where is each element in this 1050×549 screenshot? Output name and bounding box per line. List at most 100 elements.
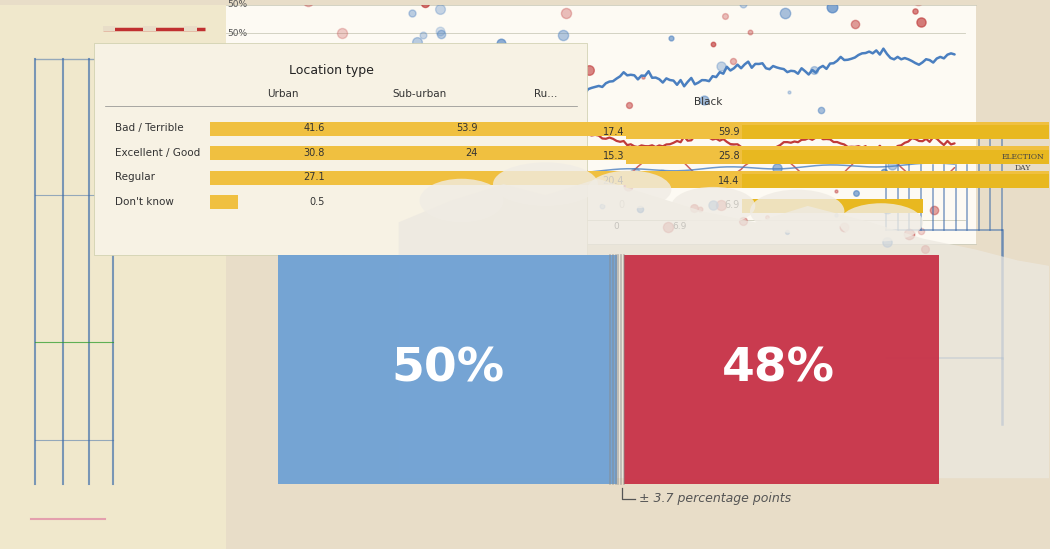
Point	[476, 61, 492, 70]
Point	[692, 205, 709, 214]
Bar	[210, 195, 238, 209]
Text: ± 3.7 percentage points: ± 3.7 percentage points	[639, 492, 791, 506]
Point	[696, 96, 713, 104]
Text: 50%: 50%	[391, 347, 504, 392]
Text: 17.4: 17.4	[603, 127, 624, 137]
Point	[573, 115, 590, 124]
Text: 0.5: 0.5	[310, 197, 326, 206]
Point	[593, 201, 610, 210]
Bar	[0, 4, 226, 549]
Text: 48%: 48%	[721, 347, 835, 392]
Point	[910, 0, 927, 5]
Point	[705, 200, 721, 209]
Bar	[741, 174, 1050, 188]
Point	[581, 66, 597, 75]
Point	[404, 8, 421, 17]
Point	[464, 214, 481, 223]
Text: 20.4: 20.4	[603, 176, 624, 186]
Point	[805, 66, 822, 75]
Point	[261, 164, 278, 172]
Point	[416, 92, 433, 100]
Text: 59.9: 59.9	[718, 127, 739, 137]
Point	[741, 28, 758, 37]
Point	[586, 175, 603, 184]
Text: 15.3: 15.3	[603, 151, 624, 161]
Point	[686, 203, 702, 212]
Point	[433, 29, 449, 38]
Point	[395, 120, 412, 128]
Bar	[226, 4, 975, 244]
Ellipse shape	[494, 163, 597, 206]
Point	[663, 33, 679, 42]
Point	[396, 65, 413, 74]
Point	[404, 211, 421, 220]
Text: 6.9: 6.9	[673, 222, 687, 232]
Point	[925, 205, 942, 214]
Bar	[624, 255, 939, 484]
Bar	[184, 26, 196, 31]
Text: 53.9: 53.9	[456, 123, 478, 133]
Text: 40%: 40%	[228, 216, 248, 225]
Point	[713, 201, 730, 210]
Point	[759, 212, 776, 221]
Ellipse shape	[671, 187, 755, 225]
Point	[391, 85, 407, 93]
Point	[824, 2, 841, 11]
Point	[410, 214, 426, 222]
Point	[554, 30, 571, 39]
Point	[846, 20, 863, 29]
Point	[245, 168, 261, 177]
Point	[677, 176, 694, 184]
Point	[879, 204, 896, 212]
Text: Location type: Location type	[289, 64, 374, 77]
Point	[498, 101, 514, 110]
Bar	[103, 26, 116, 31]
Point	[828, 187, 845, 195]
Point	[446, 156, 463, 165]
Point	[836, 222, 853, 231]
Point	[411, 116, 427, 125]
Point	[917, 245, 933, 254]
Text: Black: Black	[694, 97, 722, 107]
Point	[900, 229, 917, 238]
Point	[779, 227, 796, 236]
Point	[769, 154, 785, 163]
Point	[878, 237, 895, 246]
Point	[635, 72, 652, 81]
Point	[761, 177, 778, 186]
Point	[813, 106, 830, 115]
Text: 40%: 40%	[228, 239, 248, 249]
Point	[659, 222, 676, 231]
Text: Excellent / Good: Excellent / Good	[116, 148, 201, 158]
Point	[260, 144, 277, 153]
Bar	[94, 43, 587, 255]
Point	[847, 189, 864, 198]
Bar	[741, 150, 1050, 164]
Text: 27.1: 27.1	[303, 172, 326, 182]
Point	[723, 145, 740, 154]
Point	[620, 182, 636, 191]
Point	[554, 229, 571, 238]
Text: 0: 0	[618, 200, 624, 210]
Point	[314, 192, 331, 200]
Point	[777, 8, 794, 17]
Point	[780, 87, 797, 96]
Point	[262, 100, 279, 109]
Ellipse shape	[750, 189, 844, 233]
Text: Sub-urban: Sub-urban	[393, 89, 446, 99]
Text: Don't know: Don't know	[116, 197, 174, 206]
Bar	[626, 150, 1028, 164]
Text: 30.8: 30.8	[303, 148, 326, 158]
Point	[245, 150, 261, 159]
Point	[503, 60, 520, 69]
Point	[627, 169, 644, 177]
Point	[313, 194, 330, 203]
Point	[735, 216, 752, 225]
Point	[492, 39, 509, 48]
Point	[401, 54, 418, 63]
Bar	[362, 146, 1050, 160]
Point	[408, 38, 425, 47]
Point	[543, 191, 560, 200]
Text: Regular: Regular	[116, 172, 155, 182]
Point	[884, 160, 901, 169]
